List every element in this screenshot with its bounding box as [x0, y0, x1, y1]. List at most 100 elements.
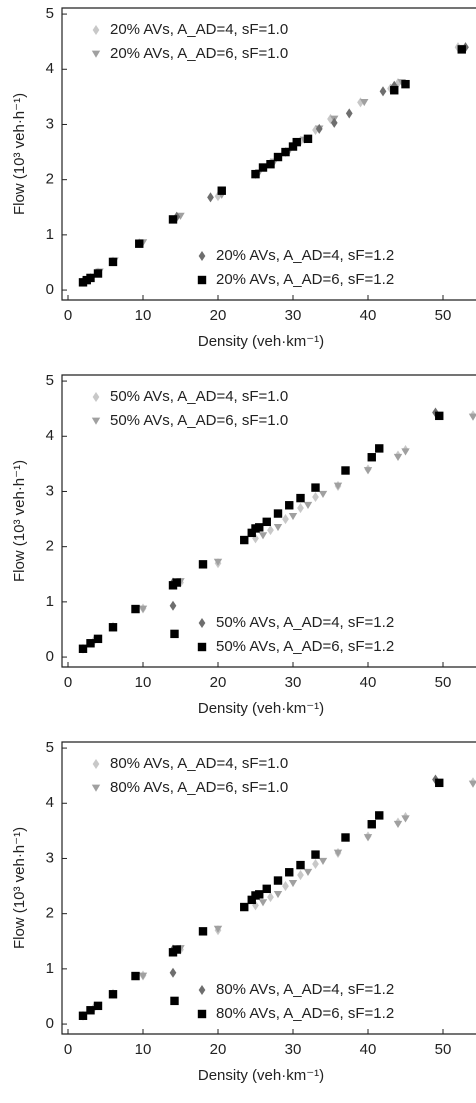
marker-square — [217, 186, 226, 195]
legend-label: 50% AVs, A_AD=6, sF=1.0 — [110, 412, 288, 429]
legend-marker — [198, 617, 206, 629]
marker-square — [273, 509, 283, 518]
y-tick-label: 3 — [46, 849, 54, 866]
x-tick-label: 50 — [435, 674, 452, 691]
legend-label: 80% AVs, A_AD=6, sF=1.2 — [216, 1005, 394, 1022]
marker-square — [296, 493, 305, 503]
y-tick-label: 2 — [46, 538, 54, 555]
marker-triangle — [393, 820, 403, 829]
axes-frame — [61, 374, 476, 668]
y-tick-label: 0 — [46, 281, 54, 298]
y-axis-label: Flow (10³ veh·h⁻¹) — [11, 93, 28, 215]
legend-marker — [91, 50, 101, 58]
x-axis-label: Density (veh·km⁻¹) — [198, 333, 324, 350]
marker-diamond — [315, 123, 323, 134]
x-tick-label: 40 — [360, 307, 377, 324]
marker-triangle — [213, 558, 223, 566]
marker-square — [288, 142, 298, 151]
marker-square — [247, 528, 256, 538]
marker-diamond — [267, 525, 274, 536]
marker-triangle — [401, 815, 410, 823]
marker-square — [285, 868, 294, 877]
y-tick-label: 2 — [46, 905, 54, 922]
marker-square — [247, 895, 256, 905]
marker-square — [198, 927, 208, 936]
marker-triangle — [318, 857, 328, 866]
marker-square — [435, 778, 444, 788]
y-tick-label: 5 — [46, 5, 54, 22]
marker-square — [78, 644, 88, 653]
x-tick-label: 10 — [135, 674, 152, 691]
x-tick-label: 10 — [135, 1041, 152, 1058]
marker-triangle — [303, 501, 313, 510]
marker-square — [168, 215, 178, 224]
marker-square — [285, 501, 294, 510]
marker-triangle — [288, 879, 298, 888]
legend-label: 50% AVs, A_AD=4, sF=1.0 — [110, 388, 288, 405]
y-tick-label: 3 — [46, 115, 54, 132]
y-axis-label: Flow (10³ veh·h⁻¹) — [11, 460, 28, 582]
marker-square — [251, 169, 260, 179]
marker-square — [108, 623, 118, 632]
marker-square — [273, 876, 283, 885]
marker-square — [258, 163, 268, 172]
legend-marker — [91, 784, 101, 792]
marker-square — [435, 411, 444, 421]
marker-square — [311, 850, 320, 859]
marker-square — [262, 884, 271, 894]
marker-square — [367, 820, 376, 829]
marker-triangle — [138, 605, 148, 613]
legend-marker — [197, 275, 207, 285]
y-tick-label: 4 — [46, 794, 54, 811]
marker-diamond — [169, 600, 177, 611]
x-tick-label: 0 — [64, 307, 72, 324]
marker-diamond — [312, 858, 319, 870]
marker-square — [292, 137, 301, 147]
marker-square — [266, 160, 275, 169]
marker-square — [108, 257, 118, 267]
legend-marker — [92, 758, 100, 770]
marker-square — [131, 971, 140, 981]
legend-label: 20% AVs, A_AD=6, sF=1.0 — [110, 45, 288, 62]
x-tick-label: 0 — [64, 674, 72, 691]
marker-square — [255, 890, 264, 899]
legend-marker — [92, 24, 100, 36]
x-tick-label: 10 — [135, 307, 152, 324]
marker-diamond — [312, 491, 319, 503]
marker-triangle — [333, 482, 343, 490]
marker-square — [93, 1001, 103, 1011]
x-tick-label: 0 — [64, 1041, 72, 1058]
y-tick-label: 0 — [46, 648, 54, 665]
x-axis-label: Density (veh·km⁻¹) — [198, 700, 324, 717]
x-tick-label: 40 — [360, 674, 377, 691]
marker-square — [303, 134, 313, 144]
marker-diamond — [330, 117, 338, 128]
marker-square — [240, 535, 249, 545]
marker-square — [341, 466, 350, 475]
y-tick-label: 0 — [46, 1015, 54, 1032]
x-tick-label: 30 — [285, 1041, 302, 1058]
x-tick-label: 40 — [360, 1041, 377, 1058]
x-axis-label: Density (veh·km⁻¹) — [198, 1067, 324, 1084]
marker-square — [311, 483, 320, 492]
y-tick-label: 1 — [46, 226, 54, 243]
marker-square — [390, 86, 399, 95]
legend-label: 50% AVs, A_AD=4, sF=1.2 — [216, 614, 394, 631]
marker-square — [262, 517, 271, 527]
marker-square — [93, 269, 103, 278]
marker-square — [296, 860, 305, 870]
marker-square — [375, 811, 384, 820]
marker-square — [172, 945, 181, 954]
marker-triangle — [363, 467, 373, 475]
y-tick-label: 4 — [46, 427, 54, 444]
marker-triangle — [213, 925, 223, 933]
y-tick-label: 5 — [46, 739, 54, 756]
marker-square — [170, 996, 179, 1006]
marker-diamond — [169, 967, 177, 978]
marker-square — [86, 1006, 95, 1015]
marker-diamond — [379, 86, 387, 97]
x-tick-label: 50 — [435, 307, 452, 324]
marker-triangle — [258, 532, 268, 540]
legend-label: 80% AVs, A_AD=4, sF=1.2 — [216, 981, 394, 998]
